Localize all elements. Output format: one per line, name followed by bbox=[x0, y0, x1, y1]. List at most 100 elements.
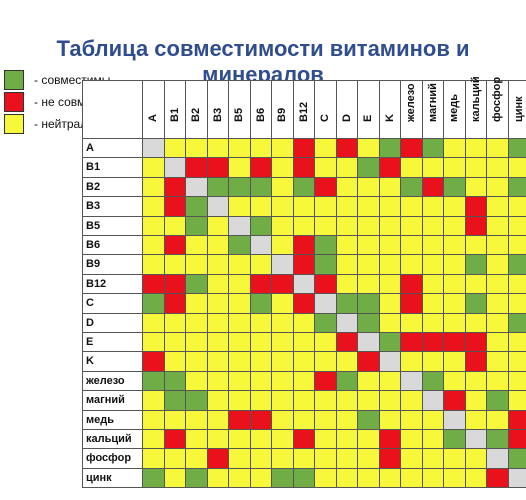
matrix-cell bbox=[421, 312, 444, 333]
matrix-cell bbox=[464, 215, 487, 236]
matrix-cell bbox=[421, 332, 444, 353]
matrix-cell bbox=[142, 351, 165, 372]
column-header: фосфор bbox=[486, 77, 509, 139]
matrix-cell bbox=[271, 390, 294, 411]
matrix-cell bbox=[335, 312, 358, 333]
matrix-cell bbox=[464, 370, 487, 392]
matrix-cell bbox=[357, 235, 380, 256]
matrix-cell bbox=[142, 176, 165, 198]
matrix-cell bbox=[249, 467, 272, 489]
matrix-cell bbox=[271, 467, 294, 489]
matrix-cell bbox=[163, 273, 186, 295]
matrix-cell bbox=[142, 370, 165, 392]
matrix-cell bbox=[507, 273, 526, 295]
matrix-cell bbox=[228, 273, 251, 295]
matrix-cell bbox=[292, 467, 315, 489]
matrix-cell bbox=[357, 273, 380, 295]
row-header: B2 bbox=[82, 176, 143, 198]
matrix-cell bbox=[271, 235, 294, 256]
matrix-cell bbox=[357, 370, 380, 392]
matrix-cell bbox=[163, 196, 186, 217]
matrix-cell bbox=[249, 351, 272, 372]
column-header: B5 bbox=[228, 80, 251, 139]
matrix-cell bbox=[142, 312, 165, 333]
matrix-cell bbox=[357, 409, 380, 430]
matrix-cell bbox=[185, 370, 208, 392]
row-header: C bbox=[82, 293, 143, 314]
matrix-cell bbox=[400, 196, 423, 217]
matrix-cell bbox=[249, 138, 272, 159]
matrix-cell bbox=[185, 332, 208, 353]
matrix-cell bbox=[206, 467, 229, 489]
matrix-cell bbox=[378, 390, 401, 411]
matrix-cell bbox=[249, 254, 272, 275]
matrix-cell bbox=[142, 254, 165, 275]
matrix-cell bbox=[206, 196, 229, 217]
matrix-cell bbox=[400, 273, 423, 295]
row-header: кальций bbox=[82, 429, 143, 450]
matrix-cell bbox=[142, 448, 165, 469]
column-header: кальций bbox=[464, 76, 487, 139]
matrix-cell bbox=[142, 215, 165, 236]
matrix-cell bbox=[314, 429, 337, 450]
matrix-cell bbox=[357, 196, 380, 217]
matrix-cell bbox=[292, 215, 315, 236]
matrix-cell bbox=[206, 370, 229, 392]
matrix-cell bbox=[464, 448, 487, 469]
row-header: B6 bbox=[82, 235, 143, 256]
matrix-cell bbox=[228, 351, 251, 372]
matrix-cell bbox=[228, 409, 251, 430]
matrix-cell bbox=[206, 273, 229, 295]
matrix-cell bbox=[507, 409, 526, 430]
matrix-cell bbox=[249, 332, 272, 353]
matrix-cell bbox=[163, 157, 186, 178]
matrix-cell bbox=[142, 390, 165, 411]
matrix-cell bbox=[228, 370, 251, 392]
matrix-cell bbox=[142, 138, 165, 159]
legend-swatch-green bbox=[4, 70, 24, 90]
matrix-cell bbox=[400, 293, 423, 314]
matrix-cell bbox=[378, 370, 401, 392]
matrix-cell bbox=[271, 293, 294, 314]
matrix-cell bbox=[507, 390, 526, 411]
matrix-cell bbox=[228, 215, 251, 236]
matrix-cell bbox=[314, 215, 337, 236]
matrix-cell bbox=[163, 390, 186, 411]
matrix-cell bbox=[443, 235, 466, 256]
matrix-cell bbox=[421, 157, 444, 178]
matrix-cell bbox=[314, 332, 337, 353]
column-header-label: B6 bbox=[254, 107, 267, 122]
matrix-cell bbox=[292, 351, 315, 372]
column-header-label: B5 bbox=[233, 107, 246, 122]
matrix-cell bbox=[443, 448, 466, 469]
matrix-cell bbox=[228, 176, 251, 198]
matrix-cell bbox=[163, 138, 186, 159]
matrix-cell bbox=[292, 273, 315, 295]
matrix-cell bbox=[292, 176, 315, 198]
matrix-cell bbox=[507, 215, 526, 236]
row-header: B5 bbox=[82, 215, 143, 236]
matrix-cell bbox=[185, 196, 208, 217]
matrix-cell bbox=[357, 448, 380, 469]
column-header-label: C bbox=[319, 114, 332, 122]
matrix-cell bbox=[314, 370, 337, 392]
matrix-cell bbox=[185, 215, 208, 236]
matrix-cell bbox=[163, 370, 186, 392]
matrix-cell bbox=[163, 215, 186, 236]
matrix-cell bbox=[464, 467, 487, 489]
matrix-cell bbox=[357, 293, 380, 314]
column-header: A bbox=[142, 80, 165, 139]
matrix-cell bbox=[249, 293, 272, 314]
legend-swatch-yellow bbox=[4, 114, 24, 134]
column-header: B6 bbox=[249, 80, 272, 139]
matrix-cell bbox=[421, 467, 444, 489]
matrix-cell bbox=[206, 312, 229, 333]
matrix-cell bbox=[507, 235, 526, 256]
matrix-cell bbox=[292, 409, 315, 430]
matrix-cell bbox=[185, 273, 208, 295]
matrix-cell bbox=[443, 273, 466, 295]
matrix-cell bbox=[507, 138, 526, 159]
matrix-cell bbox=[421, 196, 444, 217]
matrix-cell bbox=[292, 429, 315, 450]
matrix-cell bbox=[163, 235, 186, 256]
